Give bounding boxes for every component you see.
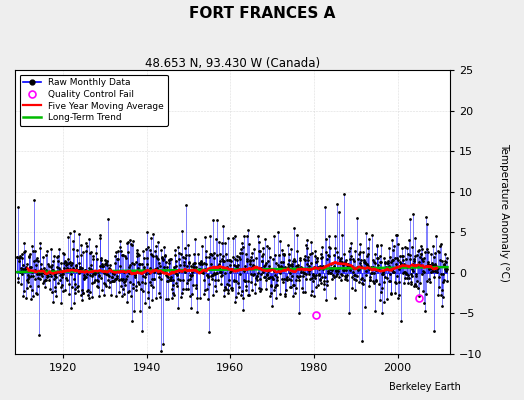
Y-axis label: Temperature Anomaly (°C): Temperature Anomaly (°C) <box>499 142 509 282</box>
Title: 48.653 N, 93.430 W (Canada): 48.653 N, 93.430 W (Canada) <box>145 57 320 70</box>
Legend: Raw Monthly Data, Quality Control Fail, Five Year Moving Average, Long-Term Tren: Raw Monthly Data, Quality Control Fail, … <box>19 74 168 126</box>
Text: Berkeley Earth: Berkeley Earth <box>389 382 461 392</box>
Text: FORT FRANCES A: FORT FRANCES A <box>189 6 335 21</box>
